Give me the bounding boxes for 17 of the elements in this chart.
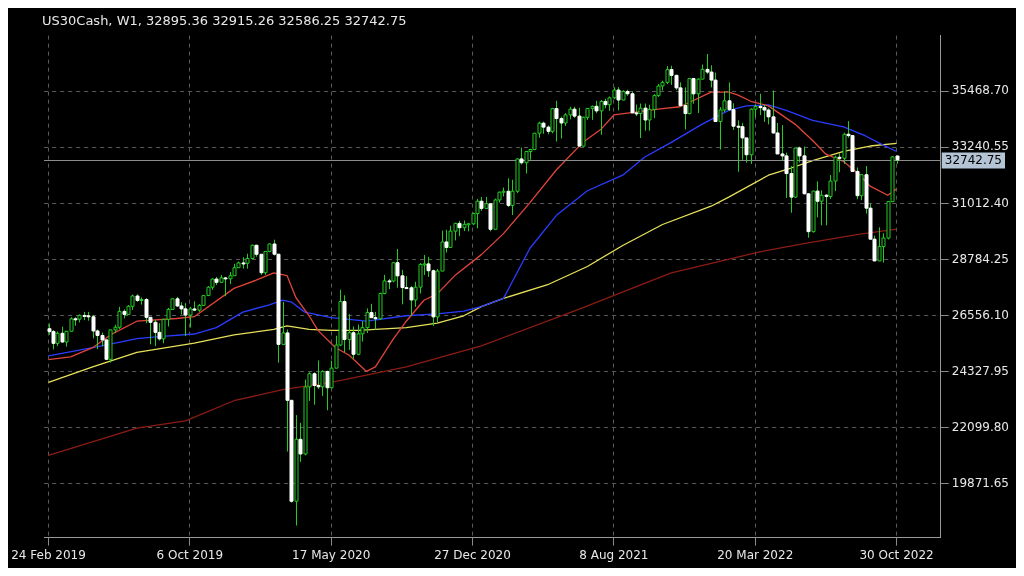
x-tick-label: 24 Feb 2019 — [11, 547, 86, 562]
y-tick-label: 19871.65 — [951, 475, 1010, 490]
y-tick-label: 28784.25 — [951, 251, 1010, 266]
y-tick-label: 26556.10 — [951, 307, 1010, 322]
chart-title: US30Cash, W1, 32895.36 32915.26 32586.25 32742.75 — [42, 13, 407, 29]
y-tick-label: 33240.55 — [951, 139, 1010, 154]
x-tick-label: 17 May 2020 — [292, 547, 371, 562]
x-tick-label: 8 Aug 2021 — [579, 547, 649, 562]
y-tick-label: 22099.80 — [951, 419, 1010, 434]
y-tick-label: 24327.95 — [951, 363, 1010, 378]
y-tick-label: 35468.70 — [951, 83, 1010, 98]
x-tick-label: 27 Dec 2020 — [434, 547, 511, 562]
x-tick-label: 20 Mar 2022 — [717, 547, 794, 562]
y-tick-label: 31012.40 — [951, 195, 1010, 210]
x-tick-label: 6 Oct 2019 — [156, 547, 224, 562]
x-tick-label: 30 Oct 2022 — [859, 547, 934, 562]
ref-line-label: 32742.75 — [944, 152, 1003, 167]
